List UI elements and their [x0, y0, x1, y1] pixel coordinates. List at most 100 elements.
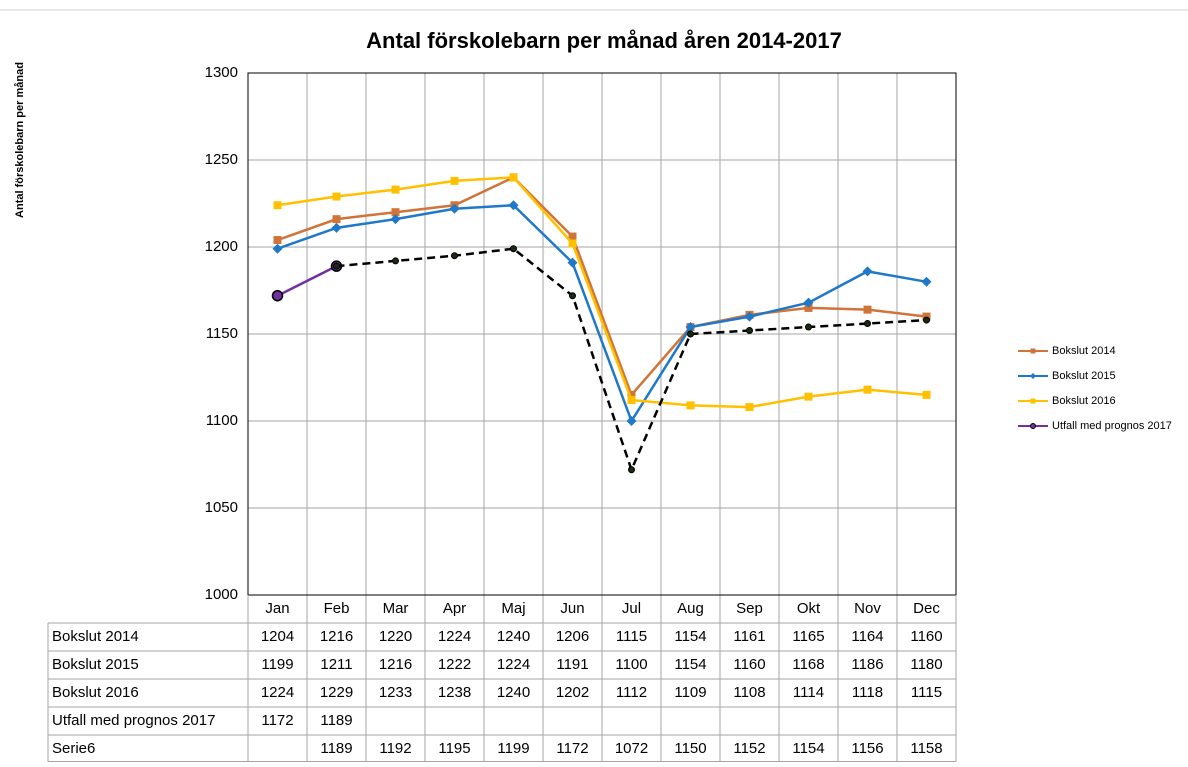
marker — [745, 403, 754, 412]
table-cell: 1154 — [674, 628, 706, 645]
table-cell: 1224 — [497, 656, 530, 673]
series-line — [276, 265, 338, 297]
marker — [686, 401, 695, 410]
table-cell: 1195 — [438, 740, 470, 757]
series-line — [277, 175, 927, 398]
table-cell: 1112 — [616, 684, 647, 701]
legend-marker — [1030, 423, 1036, 429]
table-cell: 1172 — [261, 712, 293, 729]
x-tick-label: Jun — [560, 600, 584, 617]
x-tick-label: Nov — [854, 600, 881, 617]
series-line — [277, 176, 927, 409]
table-cell: 1115 — [616, 628, 647, 645]
table-cell: 1160 — [733, 656, 765, 673]
table-cell: 1108 — [733, 684, 765, 701]
table-cell: 1189 — [320, 740, 352, 757]
marker — [451, 252, 458, 260]
y-tick-label: 1300 — [205, 64, 238, 81]
x-tick-label: Aug — [677, 600, 704, 617]
marker — [687, 330, 694, 338]
marker — [449, 203, 460, 214]
table-cell: 1229 — [320, 684, 353, 701]
marker — [569, 292, 576, 300]
marker — [922, 390, 931, 399]
legend-label: Utfall med prognos 2017 — [1052, 420, 1172, 432]
table-cell: 1109 — [674, 684, 706, 701]
table-cell: 1224 — [261, 684, 294, 701]
marker — [862, 266, 873, 277]
marker — [626, 416, 637, 426]
marker — [923, 316, 930, 324]
table-cell: 1118 — [852, 684, 883, 701]
marker — [628, 466, 635, 474]
table-cell: 1154 — [674, 656, 706, 673]
marker — [510, 245, 517, 253]
table-cell: 1114 — [793, 684, 824, 701]
marker — [509, 173, 518, 182]
marker — [272, 243, 283, 254]
x-tick-label: Jan — [265, 600, 289, 617]
marker — [568, 239, 577, 248]
table-cell: 1199 — [261, 656, 293, 673]
x-tick-label: Dec — [913, 600, 940, 617]
y-tick-label: 1050 — [205, 499, 238, 516]
table-cell: 1191 — [556, 656, 588, 673]
marker — [805, 323, 812, 331]
table-cell: 1160 — [910, 628, 942, 645]
legend-label: Bokslut 2015 — [1052, 370, 1116, 382]
table-cell: 1199 — [497, 740, 529, 757]
y-tick-label: 1150 — [206, 325, 238, 342]
x-tick-label: Jul — [622, 600, 641, 617]
marker — [685, 322, 696, 333]
marker — [273, 201, 282, 210]
table-row-label: Bokslut 2014 — [52, 628, 139, 645]
marker — [391, 208, 400, 217]
marker — [627, 396, 636, 405]
table-cell: 1211 — [320, 656, 352, 673]
table-cell: 1189 — [320, 712, 352, 729]
marker — [332, 192, 341, 201]
table-cell: 1224 — [438, 628, 471, 645]
x-tick-label: Okt — [797, 600, 821, 617]
plot-frame — [247, 72, 957, 596]
marker — [391, 185, 400, 194]
legend-label: Bokslut 2016 — [1052, 395, 1116, 407]
marker — [863, 385, 872, 394]
series-line — [277, 203, 927, 424]
table-cell: 1216 — [379, 656, 412, 673]
marker — [567, 257, 578, 268]
table-row-label: Bokslut 2015 — [52, 656, 139, 673]
table-cell: 1204 — [261, 628, 294, 645]
table-cell: 1186 — [851, 656, 883, 673]
marker — [804, 303, 813, 312]
marker — [627, 390, 636, 399]
y-tick-label: 1250 — [205, 151, 238, 168]
legend-label: Bokslut 2014 — [1052, 345, 1116, 357]
table-cell: 1206 — [556, 628, 589, 645]
marker — [864, 320, 871, 328]
marker — [271, 289, 284, 302]
table-cell: 1240 — [497, 684, 530, 701]
x-tick-label: Mar — [383, 600, 409, 617]
table-cell: 1168 — [792, 656, 824, 673]
table-cell: 1115 — [911, 684, 942, 701]
table-cell: 1216 — [320, 628, 353, 645]
y-tick-label: 1100 — [206, 412, 238, 429]
marker — [568, 232, 577, 241]
marker — [863, 305, 872, 314]
marker — [450, 176, 459, 185]
table-cell: 1156 — [851, 740, 883, 757]
series-line — [336, 247, 927, 474]
table-cell: 1154 — [792, 740, 824, 757]
table-cell: 1150 — [674, 740, 706, 757]
table-row-label: Serie6 — [52, 740, 95, 757]
table-cell: 1158 — [910, 740, 942, 757]
marker — [332, 215, 341, 224]
table-cell: 1192 — [379, 740, 411, 757]
legend-marker — [1030, 398, 1036, 404]
table-cell: 1164 — [851, 628, 883, 645]
marker — [744, 311, 755, 322]
marker — [392, 257, 399, 265]
table-cell: 1202 — [556, 684, 589, 701]
